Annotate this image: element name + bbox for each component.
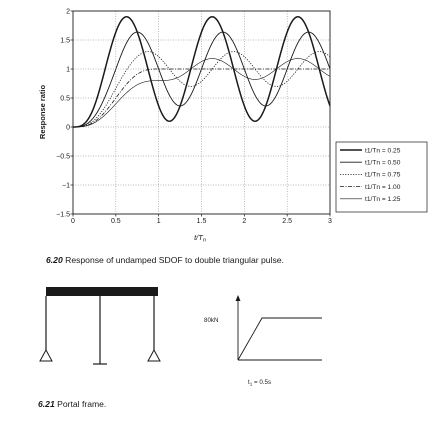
chart-grid	[73, 11, 330, 214]
figure-6-21-text: Portal frame.	[57, 399, 107, 409]
figure-6-21-number: 6.21	[38, 399, 55, 409]
pin-support-right	[147, 348, 161, 362]
figure-6-20-text: Response of undamped SDOF to double tria…	[65, 255, 284, 265]
y-tick-label: −1.5	[56, 212, 70, 219]
x-tick-label: 1.5	[197, 218, 207, 225]
y-tick-label: 0	[66, 125, 70, 132]
figure-6-20-number: 6.20	[46, 255, 63, 265]
response-chart: 0 0.5 1 1.5 2 2.5 3 2 1.5 1 0.5 0 −0.5 −1 −1.5 Respons…	[38, 9, 428, 244]
load-ramp-curve	[237, 317, 322, 361]
figure-6-21-caption: 6.21 Portal frame.	[38, 399, 106, 409]
legend-entry: t1/Tn = 1.25	[365, 196, 401, 203]
legend-entry: t1/Tn = 0.50	[365, 160, 401, 167]
load-time-label: t1 = 0.5s	[248, 379, 271, 386]
legend-entry: t1/Tn = 1.00	[365, 184, 401, 191]
x-tick-label: 2.5	[282, 218, 292, 225]
y-axis-label: Response ratio	[38, 84, 47, 139]
y-tick-label: 2	[66, 9, 70, 16]
chart-legend: t1/Tn = 0.25 t1/Tn = 0.50 t1/Tn = 0.75 t1/T…	[335, 141, 428, 213]
frame-beam	[46, 287, 158, 296]
x-tick-label: 0	[71, 218, 75, 225]
legend-frame	[335, 141, 428, 213]
series-line	[73, 68, 330, 128]
legend-entry: t1/Tn = 0.75	[365, 172, 401, 179]
pin-support-left	[39, 348, 53, 362]
x-tick-label: 1	[157, 218, 161, 225]
y-tick-label: 1	[66, 67, 70, 74]
load-magnitude-label: 80kN	[204, 317, 218, 324]
chart-ticks: 0 0.5 1 1.5 2 2.5 3 2 1.5 1 0.5 0 −0.5 −1 −1.5	[56, 9, 332, 226]
x-tick-label: 2	[242, 218, 246, 225]
y-tick-label: −0.5	[56, 154, 70, 161]
legend-entry: t1/Tn = 0.25	[365, 147, 401, 154]
series-line	[73, 58, 331, 128]
series-line	[73, 16, 331, 128]
load-history-diagram: 80kN t1 = 0.5s	[204, 295, 322, 386]
chart-series	[73, 16, 331, 128]
x-axis-label: t/Tn	[194, 233, 206, 244]
portal-frame-diagram	[39, 287, 161, 365]
x-tick-label: 0.5	[111, 218, 121, 225]
y-tick-label: 1.5	[60, 38, 70, 45]
y-tick-label: 0.5	[60, 96, 70, 103]
x-tick-label: 3	[328, 218, 332, 225]
figure-6-20-caption: 6.20 Response of undamped SDOF to double…	[46, 255, 284, 265]
load-axis-arrowhead	[235, 295, 241, 301]
y-tick-label: −1	[62, 183, 70, 190]
